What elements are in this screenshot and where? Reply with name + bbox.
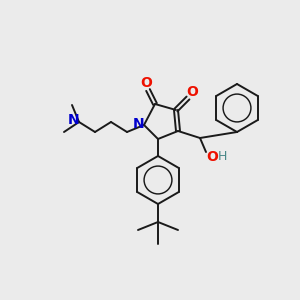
Text: N: N [68,113,80,127]
Text: O: O [186,85,198,99]
Text: N: N [133,117,145,131]
Text: O: O [140,76,152,90]
Text: O: O [206,150,218,164]
Text: H: H [217,151,227,164]
